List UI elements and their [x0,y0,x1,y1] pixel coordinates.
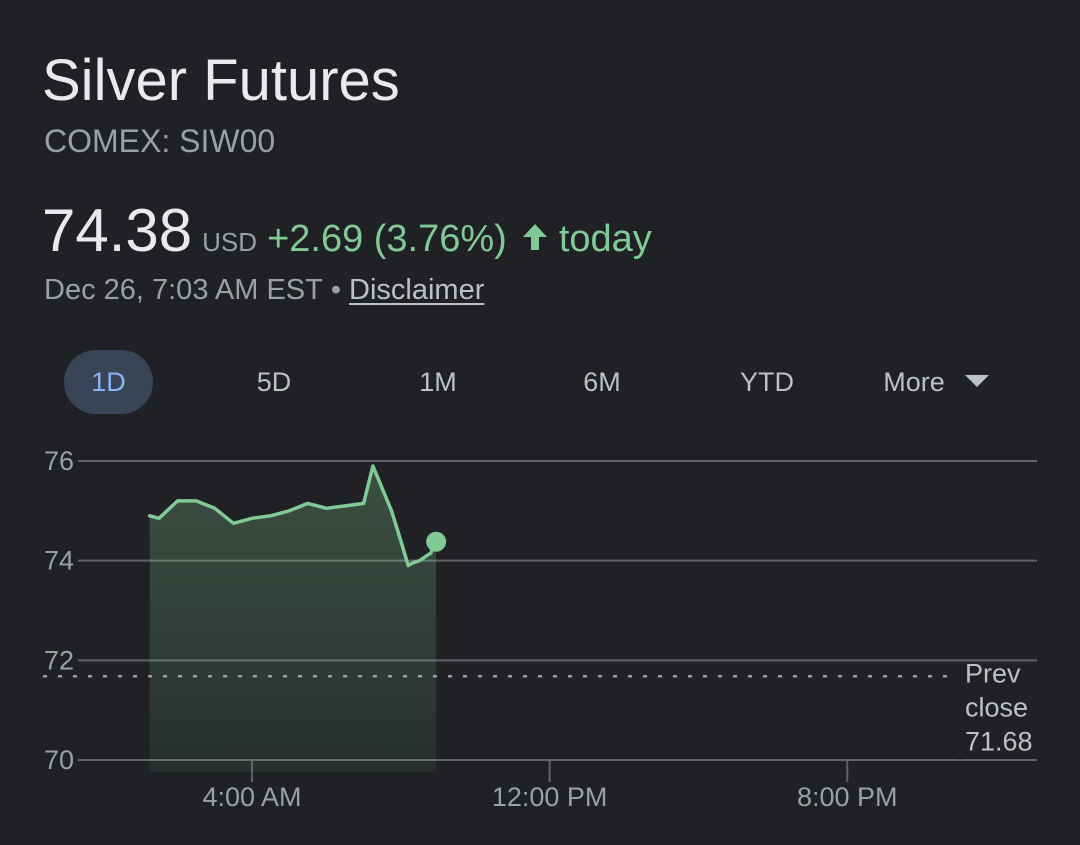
price-point [325,507,328,510]
price-point [250,517,253,520]
current-price: 74.38 [42,197,193,264]
y-tick-label: 70 [44,745,74,775]
price-point [269,514,272,517]
tab-ytd[interactable]: YTD [740,367,794,397]
arrow-up-icon [519,221,551,253]
price-point [148,514,151,517]
tab-5d[interactable]: 5D [256,367,292,397]
tab-1d[interactable]: 1D [64,350,153,414]
price-point [371,464,374,467]
prev-close-label: Prev [965,658,1021,688]
price-point [381,487,384,490]
price-point [288,509,291,512]
prev-close-label: close [965,692,1028,722]
range-tabs: 1D 5D 1M 6M YTD More [0,350,1080,414]
current-price-dot [426,531,447,552]
meta-separator: • [330,274,342,306]
tab-6m[interactable]: 6M [583,367,621,397]
price-change: +2.69 (3.76%) [267,218,507,260]
price-point [390,509,393,512]
exchange-ticker: COMEX: SIW00 [44,123,276,159]
prev-close-value: 71.68 [965,726,1033,756]
more-label: More [883,367,945,397]
price-point [176,499,179,502]
x-tick-label: 8:00 PM [797,782,898,812]
chevron-down-icon [964,375,989,387]
x-tick-label: 12:00 PM [492,782,608,812]
price-point [213,507,216,510]
price-point [410,562,413,565]
x-tick-label: 4:00 AM [202,782,301,812]
price-line [147,464,438,568]
price-point [232,522,235,525]
change-period: today [558,218,652,260]
price-point [429,552,432,555]
more-dropdown[interactable]: More [866,350,1006,414]
y-tick-label: 76 [44,446,74,476]
y-tick-label: 74 [44,546,74,576]
currency-label: USD [202,227,258,257]
page-title: Silver Futures [42,48,400,113]
price-point [343,504,346,507]
tab-1m[interactable]: 1M [419,367,457,397]
price-point [407,564,410,567]
price-area-fill [149,466,437,772]
disclaimer-link[interactable]: Disclaimer [349,274,485,306]
quote-meta: Dec 26, 7:03 AM EST • Disclaimer [44,270,484,310]
price-point [425,554,428,557]
price-point [157,517,160,520]
price-point [362,502,365,505]
price-point [399,539,402,542]
axis-labels: 76 74 72 70 4:00 AM 12:00 PM 8:00 PM Prev close 7… [44,446,1033,812]
chart-area [147,464,447,772]
price-point [306,502,309,505]
price-row: 74.38 USD +2.69 (3.76%) today [42,196,652,264]
y-tick-label: 72 [44,645,74,675]
price-point [418,559,421,562]
quote-timestamp: Dec 26, 7:03 AM EST [44,274,323,306]
price-point [195,499,198,502]
